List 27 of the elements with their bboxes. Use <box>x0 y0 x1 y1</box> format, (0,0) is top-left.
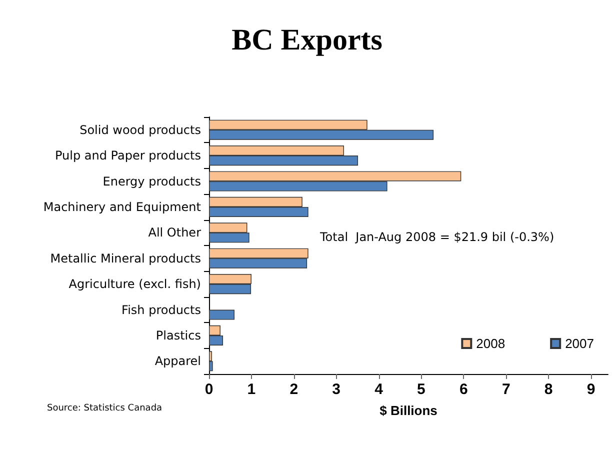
y-tick-label: Plastics <box>156 328 201 342</box>
x-tick-label: 5 <box>417 381 426 398</box>
y-tick-label: Apparel <box>154 354 201 368</box>
x-tick-label: 7 <box>502 381 510 398</box>
chart-title: BC Exports <box>232 24 382 56</box>
legend-label: 2007 <box>565 336 594 351</box>
x-axis-title: $ Billions <box>380 403 438 418</box>
x-tick-label: 0 <box>204 381 214 398</box>
y-tick-label: Fish products <box>122 302 201 317</box>
legend-label: 2008 <box>476 336 506 351</box>
x-tick-label: 8 <box>544 381 553 398</box>
source-note: Source: Statistics Canada <box>47 404 162 414</box>
x-tick-label: 6 <box>460 381 468 398</box>
x-tick-label: 9 <box>586 381 596 398</box>
y-tick-label: Energy products <box>102 174 201 188</box>
y-tick-label: Solid wood products <box>80 122 201 137</box>
x-tick-label: 1 <box>247 381 256 398</box>
x-tick-label: 4 <box>374 381 384 398</box>
y-tick-label: Agriculture (excl. fish) <box>68 277 201 292</box>
bar <box>209 310 234 320</box>
x-tick-label: 2 <box>290 381 298 398</box>
annotation: Total Jan-Aug 2008 = $21.9 bil (-0.3%) <box>319 230 554 244</box>
y-tick-label: Metallic Mineral products <box>50 251 201 266</box>
x-tick-label: 3 <box>332 381 341 398</box>
y-tick-label: Pulp and Paper products <box>55 148 201 163</box>
y-tick-label: All Other <box>148 226 202 240</box>
y-tick-label: Machinery and Equipment <box>43 200 202 214</box>
